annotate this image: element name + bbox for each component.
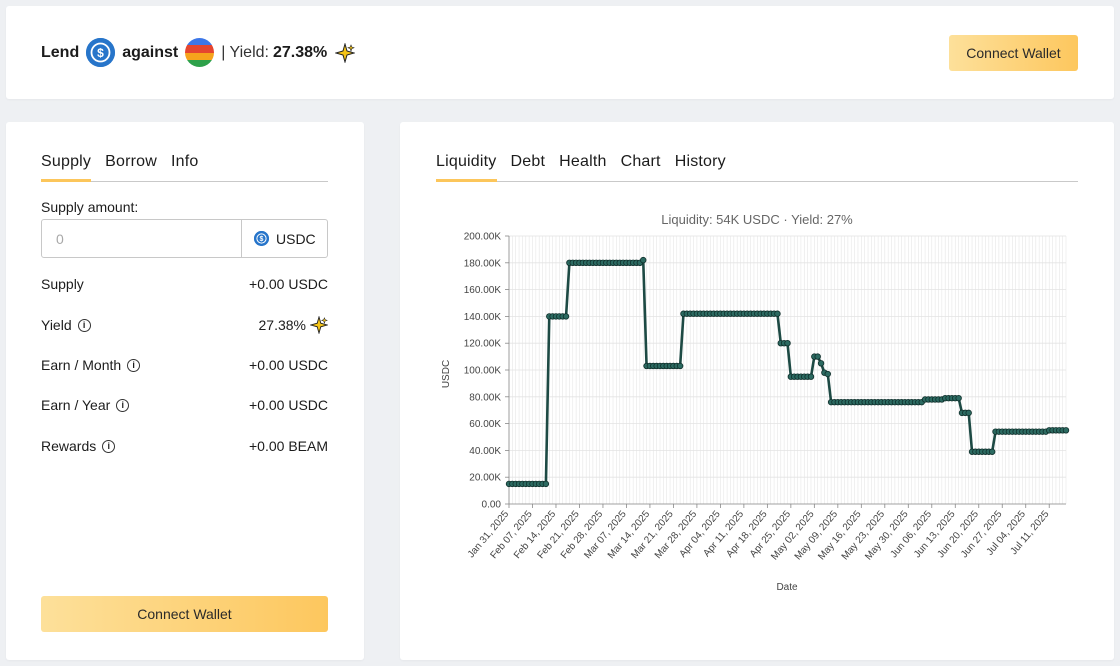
earn-year-row: Earn / Year i +0.00 USDC <box>41 397 328 413</box>
y-tick-label: 180.00K <box>464 258 502 269</box>
sparkle-icon <box>334 41 357 64</box>
data-point <box>817 360 825 367</box>
y-axis: 0.00 20.00K 40.00K 60.00K 80.00K 100.00K 120.0… <box>464 232 510 511</box>
yield-row: Yield i 27.38% <box>41 315 329 335</box>
chart-grid <box>508 235 1067 505</box>
yield-row-label-group: Yield i <box>41 317 91 333</box>
usdc-coin-icon: $ <box>86 38 116 67</box>
pool-title: Lend $ against | Yield: 27.38% <box>41 38 357 67</box>
data-point <box>562 313 570 320</box>
data-point <box>542 480 550 488</box>
y-tick-label: 140.00K <box>464 312 502 323</box>
tab-chart[interactable]: Chart <box>620 153 661 170</box>
info-icon[interactable]: i <box>102 439 116 453</box>
against-label: against <box>122 43 179 61</box>
y-tick-label: 160.00K <box>464 285 502 296</box>
tab-supply[interactable]: Supply <box>41 153 92 182</box>
data-point <box>814 353 821 360</box>
yield-row-label: Yield <box>41 317 72 333</box>
info-icon[interactable]: i <box>77 318 91 332</box>
supply-amount-field: $ USDC <box>41 219 328 258</box>
supply-panel: Supply Borrow Info Supply amount: $ USDC… <box>6 122 364 660</box>
data-point <box>965 409 972 417</box>
rewards-row: Rewards i +0.00 BEAM <box>41 438 328 454</box>
yield-value: 27.38% <box>272 43 328 61</box>
y-tick-label: 40.00K <box>469 446 501 457</box>
x-axis-label: Date <box>776 582 798 593</box>
stats-panel: Liquidity Debt Health Chart History Liqu… <box>400 122 1114 660</box>
y-tick-label: 60.00K <box>469 419 501 430</box>
connect-wallet-button-header[interactable]: Connect Wallet <box>949 35 1078 71</box>
data-point <box>774 310 781 317</box>
stats-tabs: Liquidity Debt Health Chart History <box>436 153 1078 182</box>
chart-title: Liquidity: 54K USDC · Yield: 27% <box>661 212 853 227</box>
supply-amount-label: Supply amount: <box>41 199 139 215</box>
info-icon[interactable]: i <box>116 398 130 412</box>
y-tick-label: 80.00K <box>469 392 501 403</box>
data-point <box>988 448 996 455</box>
tab-health[interactable]: Health <box>559 153 607 170</box>
unit-label: USDC <box>276 230 316 247</box>
y-tick-label: 20.00K <box>469 473 501 484</box>
connect-wallet-button[interactable]: Connect Wallet <box>41 596 328 632</box>
svg-text:$: $ <box>97 46 104 60</box>
y-tick-label: 120.00K <box>464 339 502 350</box>
data-point <box>824 370 831 378</box>
rewards-label-group: Rewards i <box>41 438 116 454</box>
earn-year-value: +0.00 USDC <box>249 397 328 413</box>
y-axis-label: USDC <box>441 360 452 388</box>
collateral-token-icon <box>185 38 215 67</box>
earn-month-value: +0.00 USDC <box>249 357 328 373</box>
data-point <box>1062 427 1070 434</box>
rewards-label: Rewards <box>41 438 97 454</box>
earn-month-label-group: Earn / Month i <box>41 357 141 373</box>
earn-year-label-group: Earn / Year i <box>41 397 130 413</box>
data-point <box>640 256 647 264</box>
earn-month-label: Earn / Month <box>41 357 122 373</box>
yield-row-value: 27.38% <box>258 317 306 333</box>
supply-tabs: Supply Borrow Info <box>41 153 328 182</box>
yield-row-value-group: 27.38% <box>258 315 329 335</box>
earn-year-label: Earn / Year <box>41 397 111 413</box>
token-unit: $ USDC <box>241 220 327 257</box>
yield-label: | Yield: <box>221 43 269 61</box>
header-card: Lend $ against | Yield: 27.38% Connect W… <box>6 6 1114 99</box>
tab-debt[interactable]: Debt <box>510 153 546 170</box>
sparkle-icon <box>309 315 329 335</box>
liquidity-chart: Liquidity: 54K USDC · Yield: 27% 0.00 20.… <box>441 212 1070 593</box>
data-point <box>784 339 791 347</box>
tab-info[interactable]: Info <box>171 153 199 170</box>
y-tick-label: 200.00K <box>464 232 502 243</box>
supply-row: Supply +0.00 USDC <box>41 276 328 292</box>
supply-row-label: Supply <box>41 276 84 292</box>
supply-amount-input[interactable] <box>42 220 241 257</box>
earn-month-row: Earn / Month i +0.00 USDC <box>41 357 328 373</box>
chart-series <box>505 256 1070 488</box>
info-icon[interactable]: i <box>127 358 141 372</box>
y-tick-label: 100.00K <box>464 366 502 377</box>
tab-liquidity[interactable]: Liquidity <box>436 153 497 182</box>
y-tick-label: 0.00 <box>482 500 502 511</box>
svg-text:$: $ <box>260 236 264 243</box>
lend-label: Lend <box>41 43 80 61</box>
tab-borrow[interactable]: Borrow <box>105 153 158 170</box>
data-point <box>807 373 815 380</box>
rewards-value: +0.00 BEAM <box>249 438 328 454</box>
tab-history[interactable]: History <box>674 153 726 170</box>
usdc-icon: $ <box>254 231 269 246</box>
data-point <box>955 394 962 402</box>
data-point <box>676 362 684 370</box>
supply-row-value: +0.00 USDC <box>249 276 328 292</box>
